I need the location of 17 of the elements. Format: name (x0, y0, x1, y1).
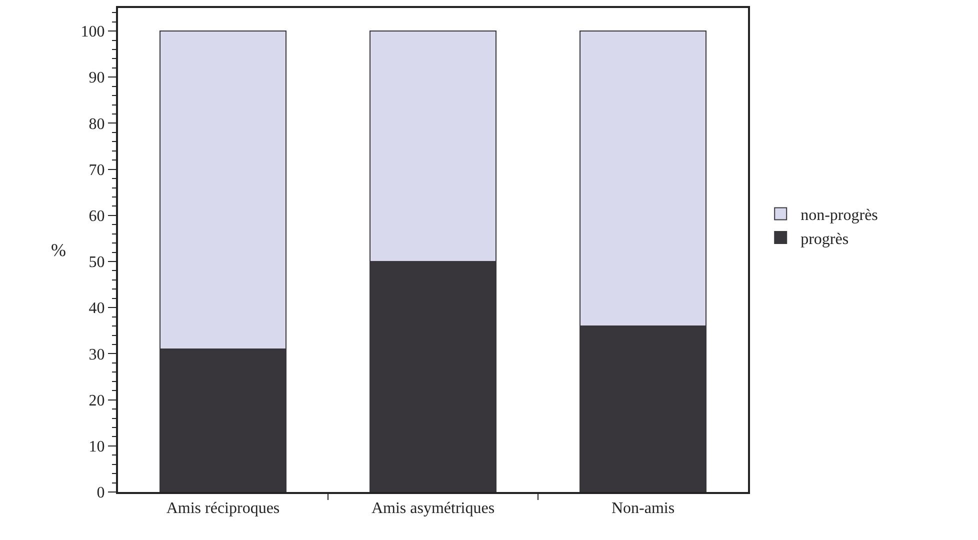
y-tick-label: 60 (88, 208, 105, 226)
y-tick-label: 90 (88, 70, 105, 87)
y-axis-title: % (51, 240, 66, 260)
y-tick-label: 40 (88, 300, 105, 318)
legend-label: progrès (800, 230, 849, 248)
y-tick-label: 70 (88, 162, 105, 179)
y-tick-label: 20 (88, 392, 105, 410)
y-tick-label: 100 (80, 24, 105, 41)
y-tick-label: 50 (88, 254, 105, 272)
y-tick-label: 80 (88, 116, 105, 133)
y-tick-label: 30 (88, 346, 105, 364)
legend-label: non-progrès (800, 206, 878, 224)
y-tick-label: 10 (88, 438, 105, 456)
x-tick-label: Amis réciproques (166, 500, 280, 518)
x-tick-label: Non-amis (611, 500, 675, 518)
y-tick-label: 0 (96, 484, 105, 502)
x-tick-label: Amis asymétriques (371, 500, 495, 518)
